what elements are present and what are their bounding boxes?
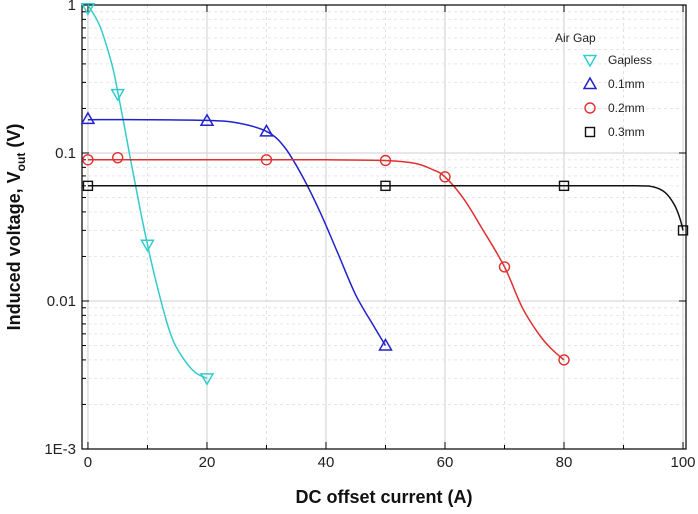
series-curve-1 <box>87 118 387 346</box>
x-tick-label: 80 <box>556 454 573 471</box>
legend-marker-2 <box>584 102 596 114</box>
data-point-series-2 <box>439 171 451 183</box>
legend-label-2: 0.2mm <box>608 101 645 115</box>
data-point-series-1 <box>259 123 274 137</box>
data-point-series-3 <box>558 180 570 192</box>
y-axis-title-unit: (V) <box>4 124 24 153</box>
x-axis-title: DC offset current (A) <box>295 487 472 507</box>
data-points <box>80 3 689 386</box>
legend-label-3: 0.3mm <box>608 125 645 139</box>
series-curve-0 <box>87 4 208 380</box>
y-axis-title-main: Induced voltage, V <box>4 171 24 330</box>
data-point-series-1 <box>199 113 215 127</box>
x-tick-label: 20 <box>199 454 216 471</box>
data-point-series-0 <box>110 88 125 102</box>
x-tick-label: 40 <box>318 454 335 471</box>
data-point-series-3 <box>82 180 94 192</box>
data-point-series-2 <box>82 154 94 166</box>
legend-marker-3 <box>584 126 596 138</box>
data-point-series-2 <box>558 354 570 366</box>
data-point-series-3 <box>677 225 689 236</box>
data-point-series-1 <box>80 111 96 125</box>
fit-curves <box>87 4 684 380</box>
data-point-series-2 <box>260 154 273 166</box>
legend-label-0: Gapless <box>608 53 652 67</box>
data-point-series-0 <box>140 239 155 253</box>
data-point-series-3 <box>380 180 391 192</box>
data-point-series-2 <box>498 261 511 273</box>
y-tick-label: 0.01 <box>47 293 76 310</box>
series-curve-3 <box>87 185 684 231</box>
data-point-series-2 <box>112 151 124 164</box>
y-axis-title: Induced voltage, Vout (V) <box>4 124 28 331</box>
y-tick-label: 1E-3 <box>44 441 76 458</box>
x-tick-label: 100 <box>671 454 696 471</box>
legend: Air Gap Gapless 0.1mm 0.2mm 0.3mm <box>555 31 652 139</box>
y-tick-label: 0.1 <box>55 145 76 162</box>
data-point-series-0 <box>80 3 96 16</box>
legend-marker-1 <box>582 76 598 90</box>
x-tick-label: 0 <box>84 454 92 471</box>
plot-area-frame <box>81 4 687 450</box>
data-point-series-1 <box>378 338 393 351</box>
legend-title: Air Gap <box>555 31 596 45</box>
series-curve-2 <box>88 159 565 361</box>
data-point-series-2 <box>379 154 392 167</box>
grid <box>82 5 686 450</box>
y-axis-title-subscript: out <box>14 153 28 172</box>
legend-marker-0 <box>582 54 598 68</box>
y-tick-label: 1 <box>68 0 76 14</box>
axis-ticks: 0 20 40 60 80 100 1 0.1 0.01 1E-3 <box>44 0 695 471</box>
legend-label-1: 0.1mm <box>608 77 645 91</box>
x-tick-label: 60 <box>437 454 454 471</box>
data-point-series-0 <box>199 373 215 386</box>
